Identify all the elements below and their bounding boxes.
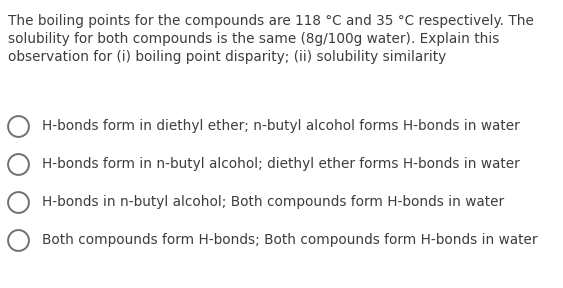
Text: H-bonds form in n-butyl alcohol; diethyl ether forms H-bonds in water: H-bonds form in n-butyl alcohol; diethyl… (42, 157, 520, 171)
Text: The boiling points for the compounds are 118 °C and 35 °C respectively. The: The boiling points for the compounds are… (8, 14, 534, 28)
Text: observation for (i) boiling point disparity; (ii) solubility similarity: observation for (i) boiling point dispar… (8, 50, 446, 64)
Text: Both compounds form H-bonds; Both compounds form H-bonds in water: Both compounds form H-bonds; Both compou… (42, 233, 538, 247)
Text: solubility for both compounds is the same (8g/100g water). Explain this: solubility for both compounds is the sam… (8, 32, 499, 46)
Text: H-bonds in n-butyl alcohol; Both compounds form H-bonds in water: H-bonds in n-butyl alcohol; Both compoun… (42, 195, 504, 209)
Text: H-bonds form in diethyl ether; n-butyl alcohol forms H-bonds in water: H-bonds form in diethyl ether; n-butyl a… (42, 119, 520, 133)
